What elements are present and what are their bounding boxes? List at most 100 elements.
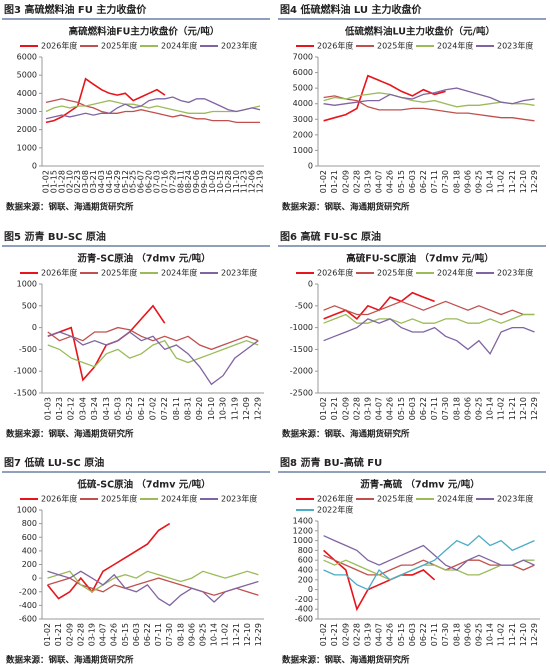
chart-title: 高硫FU-SC原油 （7dmv 元/吨） — [346, 253, 494, 265]
series-line — [47, 331, 259, 386]
y-tick-label: 6000 — [293, 68, 313, 77]
x-tick-label: 12-29 — [254, 623, 263, 646]
y-tick-label: 1000 — [17, 143, 37, 152]
x-tick-label: 05-15 — [397, 623, 406, 646]
series-line — [47, 304, 166, 382]
chart-title: 低硫-SC原油 （7dmv 元/吨） — [76, 479, 210, 491]
y-tick-label: 1000 — [293, 146, 313, 155]
x-tick-label: 09-19 — [200, 170, 209, 193]
x-tick-label: 02-09 — [341, 623, 350, 646]
x-tick-label: 10-28 — [224, 170, 233, 193]
x-tick-label: 03-19 — [363, 397, 372, 420]
x-tick-label: 09-06 — [463, 170, 472, 193]
legend-label: 2024年度 — [437, 41, 473, 51]
y-tick-label: 1400 — [293, 517, 313, 526]
x-tick-label: 12-29 — [530, 170, 539, 193]
y-tick-label: -500 — [295, 301, 313, 310]
series-line — [47, 339, 259, 368]
x-tick-label: 12-19 — [256, 170, 265, 193]
y-tick-label: 4000 — [17, 89, 37, 98]
x-tick-label: 03-04 — [78, 397, 87, 420]
x-tick-label: 01-02 — [43, 623, 52, 646]
y-tick-label: 200 — [22, 560, 37, 569]
panel-heading: 图8 沥青 BU-高硫 FU — [280, 456, 382, 469]
x-tick-label: 06-22 — [419, 623, 428, 646]
x-tick-label: 10-02 — [208, 170, 217, 193]
x-tick-label: 07-30 — [441, 170, 450, 193]
x-tick-label: 10-14 — [486, 397, 495, 420]
x-tick-label: 05-15 — [121, 623, 130, 646]
x-tick-label: 01-15 — [49, 170, 58, 193]
y-tick-label: 4000 — [293, 99, 313, 108]
x-tick-label: 02-28 — [352, 170, 361, 193]
y-tick-label: -600 — [295, 615, 313, 624]
y-tick-label: -400 — [295, 605, 313, 614]
x-tick-label: 05-12 — [121, 170, 130, 193]
x-tick-label: 04-07 — [99, 623, 108, 646]
series-line — [47, 570, 259, 607]
x-tick-label: 01-02 — [319, 623, 328, 646]
x-tick-label: 04-13 — [102, 397, 111, 420]
x-tick-label: 06-03 — [408, 623, 417, 646]
source-note: 数据来源：钢联、海通期货研究所 — [282, 429, 410, 440]
x-tick-label: 06-03 — [408, 170, 417, 193]
y-tick-label: 5000 — [293, 84, 313, 93]
y-tick-label: -2500 — [290, 389, 313, 398]
y-tick-label: 0 — [32, 162, 37, 171]
source-note: 数据来源：钢联、海通期货研究所 — [6, 429, 134, 440]
x-tick-label: 09-25 — [474, 397, 483, 420]
series-line — [323, 559, 535, 581]
x-tick-label: 05-15 — [397, 170, 406, 193]
y-tick-label: 2000 — [293, 130, 313, 139]
x-tick-label: 12-10 — [519, 397, 528, 420]
x-tick-label: 02-28 — [352, 397, 361, 420]
y-tick-label: 0 — [308, 280, 313, 289]
x-tick-label: 04-26 — [386, 623, 395, 646]
x-tick-label: 12-06 — [248, 170, 257, 193]
legend-label: 2025年度 — [377, 268, 413, 278]
series-line — [323, 291, 435, 321]
x-tick-label: 06-22 — [419, 170, 428, 193]
y-tick-label: 2000 — [17, 125, 37, 134]
x-tick-label: 07-30 — [441, 623, 450, 646]
x-tick-label: 08-18 — [176, 623, 185, 646]
x-tick-label: 03-24 — [90, 397, 99, 420]
x-tick-label: 01-21 — [330, 397, 339, 420]
x-tick-label: 02-09 — [65, 623, 74, 646]
x-tick-label: 10-30 — [219, 397, 228, 420]
legend-label: 2024年度 — [161, 268, 197, 278]
y-tick-label: 0 — [32, 574, 37, 583]
x-tick-label: 06-22 — [419, 397, 428, 420]
y-tick-label: -1500 — [14, 389, 37, 398]
x-tick-label: 04-26 — [386, 170, 395, 193]
x-tick-label: 07-30 — [441, 397, 450, 420]
x-tick-label: 01-21 — [330, 623, 339, 646]
legend-label: 2026年度 — [41, 268, 77, 278]
x-tick-label: 05-15 — [397, 397, 406, 420]
x-tick-label: 07-03 — [152, 170, 161, 193]
y-tick-label: 1000 — [293, 536, 313, 545]
x-tick-label: 10-14 — [210, 623, 219, 646]
legend-label: 2023年度 — [221, 41, 257, 51]
y-tick-label: 0 — [308, 585, 313, 594]
panel-heading: 图4 低硫燃料油 LU 主力收盘价 — [280, 3, 423, 16]
x-tick-label: 02-28 — [76, 623, 85, 646]
x-tick-label: 02-09 — [341, 397, 350, 420]
legend-label: 2026年度 — [41, 41, 77, 51]
y-tick-label: -1500 — [290, 345, 313, 354]
x-tick-label: 08-18 — [452, 170, 461, 193]
chart-title: 低硫燃料油LU主力收盘价（元/吨） — [344, 26, 495, 38]
y-tick-label: 200 — [298, 575, 313, 584]
y-tick-label: 0 — [308, 162, 313, 171]
x-tick-label: 04-07 — [375, 397, 384, 420]
x-tick-label: 05-25 — [129, 170, 138, 193]
source-note: 数据来源：钢联、海通期货研究所 — [6, 202, 134, 213]
y-tick-label: 1000 — [17, 280, 37, 289]
series-line — [45, 98, 260, 124]
series-line — [323, 92, 535, 108]
series-line — [323, 313, 535, 324]
x-tick-label: 02-12 — [67, 397, 76, 420]
series-line — [323, 95, 535, 122]
x-tick-label: 08-11 — [172, 397, 181, 420]
series-line — [47, 326, 259, 351]
